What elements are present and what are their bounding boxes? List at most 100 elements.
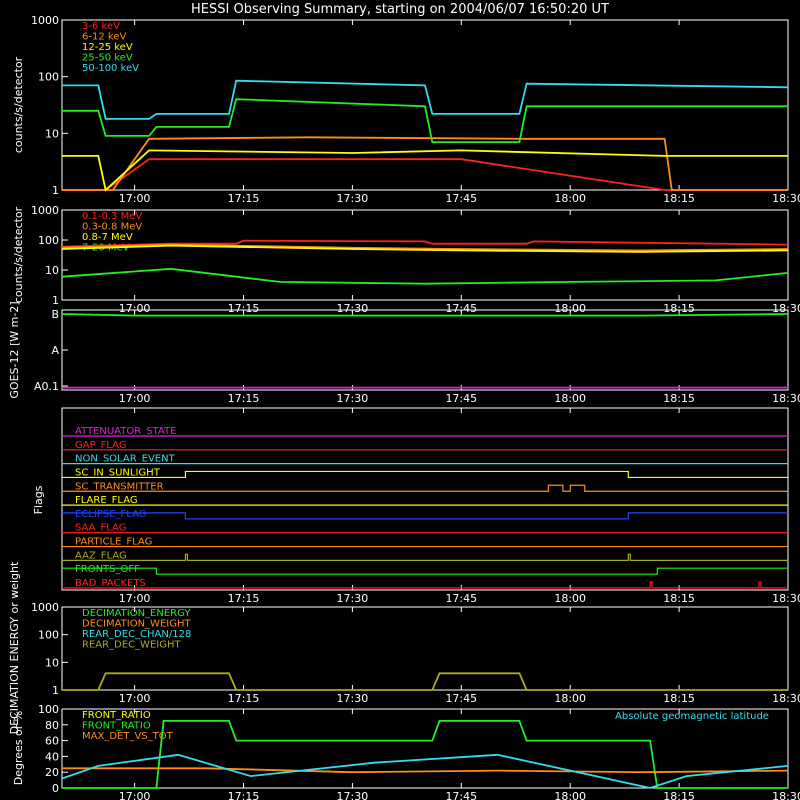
legend-entry: MAX_DET_VS_TOT <box>82 731 174 742</box>
x-tick-label: 18:30 <box>772 592 800 605</box>
legend-entry: 0.1-0.3 MeV <box>82 211 142 222</box>
series-line <box>61 313 789 317</box>
y-tick-label: 0 <box>52 782 59 795</box>
series-line <box>62 79 789 120</box>
y-axis-label: DECIMATION ENERGY or weight <box>8 561 21 734</box>
flag-label: NON_SOLAR_EVENT <box>75 454 176 465</box>
legend-entry: 6-12 keV <box>82 32 126 43</box>
x-tick-label: 17:00 <box>119 302 151 315</box>
legend-entry: REAR_DEC_WEIGHT <box>82 640 181 651</box>
x-tick-label: 18:30 <box>772 192 800 205</box>
x-tick-label: 18:15 <box>663 192 695 205</box>
panel-frame <box>61 209 789 301</box>
x-tick-label: 18:00 <box>554 592 586 605</box>
series-line <box>61 244 789 253</box>
x-tick-label: 17:45 <box>445 302 477 315</box>
flag-label: SAA_FLAG <box>75 523 126 534</box>
legend-entry: 0.8-7 MeV <box>82 232 133 243</box>
y-axis-label: Degrees or % <box>12 711 25 785</box>
flag-label: FLARE_FLAG <box>75 495 138 506</box>
x-tick-label: 17:30 <box>337 302 369 315</box>
x-tick-label: 17:45 <box>445 392 477 405</box>
y-tick-label: 10 <box>45 656 59 669</box>
y-tick-label: 100 <box>38 234 59 247</box>
y-tick-label: 1 <box>52 294 59 307</box>
flag-line <box>62 470 788 479</box>
flag-label: AAZ_FLAG <box>75 550 127 561</box>
flag-line <box>62 567 788 575</box>
series-line <box>62 767 789 774</box>
series-line <box>62 136 788 191</box>
panel-frame <box>61 407 789 591</box>
x-tick-label: 17:00 <box>119 592 151 605</box>
series-line <box>62 149 788 192</box>
x-tick-label: 17:15 <box>228 790 260 800</box>
y-tick-label: 60 <box>45 735 59 748</box>
y-tick-label: 40 <box>45 750 59 763</box>
legend-entry: 50-100 keV <box>82 63 139 74</box>
flag-label: ATTENUATOR_STATE <box>75 426 176 437</box>
series-line <box>61 753 789 789</box>
x-tick-label: 18:30 <box>772 692 800 705</box>
x-tick-label: 17:00 <box>119 392 151 405</box>
x-tick-label: 17:30 <box>337 790 369 800</box>
legend-entry: 3-6 keV <box>82 21 120 32</box>
x-tick-label: 18:30 <box>772 302 800 315</box>
y-tick-label: B <box>51 308 59 321</box>
series-line <box>61 239 789 248</box>
legend-entry: FRONT_RATIO <box>82 721 151 732</box>
x-tick-label: 18:15 <box>663 692 695 705</box>
y-axis-label: counts/s/detector <box>12 206 25 303</box>
panel-3: GOES-12 [W m-2] 17:00 17:15 17:30 17:45 18:00… <box>8 301 800 405</box>
legend-entry: FRONT_RATIO <box>82 710 151 721</box>
y-tick-label: 10 <box>45 127 59 140</box>
y-tick-label: 100 <box>38 629 59 642</box>
y-tick-label: 1000 <box>31 204 59 217</box>
chart-title: HESSI Observing Summary, starting on 200… <box>191 2 609 17</box>
x-tick-label: 17:15 <box>228 592 260 605</box>
legend-entry: REAR_DEC_CHAN/128 <box>82 629 191 640</box>
panel-1: counts/s/detector 17:00 17:15 17:30 17:45 18:… <box>12 14 800 205</box>
y-axis-label: Flags <box>32 485 45 514</box>
series-line <box>62 720 788 789</box>
x-tick-label: 17:30 <box>337 192 369 205</box>
x-tick-label: 18:30 <box>772 392 800 405</box>
x-tick-label: 18:00 <box>554 392 586 405</box>
y-tick-label: A0.1 <box>34 380 59 393</box>
x-tick-label: 17:00 <box>119 192 151 205</box>
flag-line <box>62 553 788 561</box>
y-tick-label: 1000 <box>31 601 59 614</box>
x-tick-label: 18:15 <box>663 592 695 605</box>
flag-line <box>62 512 788 520</box>
panel-2: counts/s/detector 17:00 17:15 17:30 17:45 18:… <box>12 204 800 315</box>
legend-entry: 0.3-0.8 MeV <box>82 222 142 233</box>
y-axis-label: GOES-12 [W m-2] <box>8 301 21 398</box>
x-tick-label: 17:00 <box>119 790 151 800</box>
x-tick-label: 17:15 <box>228 392 260 405</box>
y-tick-label: 1 <box>52 684 59 697</box>
panel-5: DECIMATION ENERGY or weight 17:00 17:15 17:… <box>8 561 800 734</box>
y-tick-label: 1000 <box>31 14 59 27</box>
series-line <box>62 98 788 144</box>
flag-label: SC_TRANSMITTER <box>75 481 164 492</box>
y-tick-label: 80 <box>45 719 59 732</box>
x-tick-label: 18:00 <box>554 192 586 205</box>
x-tick-label: 17:30 <box>337 592 369 605</box>
y-tick-label: 100 <box>38 71 59 84</box>
x-tick-label: 18:15 <box>663 392 695 405</box>
flag-line <box>62 484 788 492</box>
x-tick-label: 18:30 <box>772 790 800 800</box>
x-tick-label: 18:00 <box>554 790 586 800</box>
panel-frame <box>61 708 789 789</box>
series-line <box>62 672 788 691</box>
flag-label: FRONTS_OFF <box>75 564 140 575</box>
panel-frame <box>61 19 789 191</box>
x-tick-label: 17:30 <box>337 692 369 705</box>
y-tick-label: A <box>51 344 59 357</box>
x-tick-label: 17:45 <box>445 592 477 605</box>
flag-label: PARTICLE_FLAG <box>75 537 152 548</box>
flag-line <box>62 581 788 589</box>
x-tick-label: 17:45 <box>445 692 477 705</box>
flag-label: SC_IN_SUNLIGHT <box>75 467 161 478</box>
